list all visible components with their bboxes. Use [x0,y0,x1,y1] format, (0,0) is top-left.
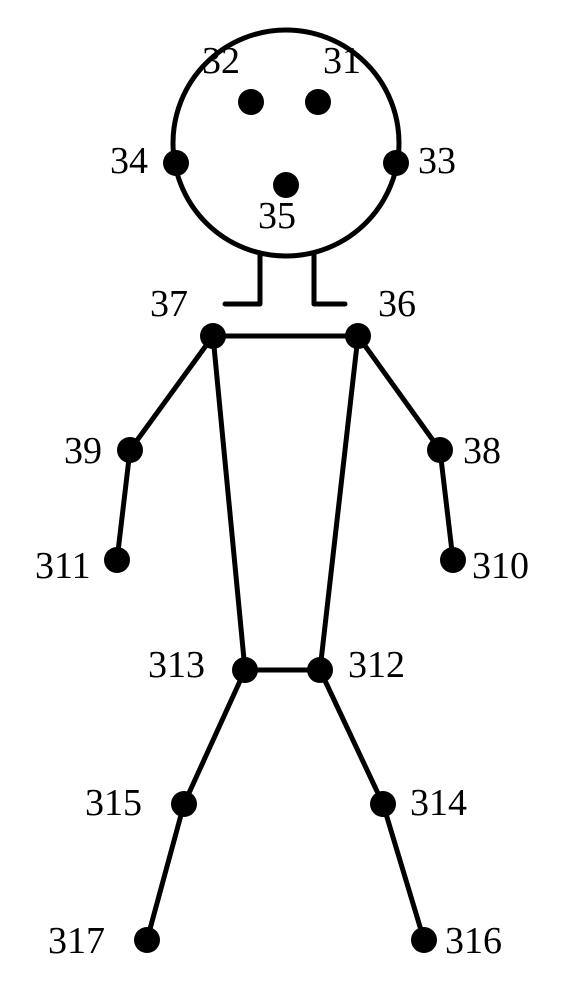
label-38: 38 [463,430,501,472]
bone-39-311 [117,450,130,560]
label-34: 34 [110,140,148,182]
label-36: 36 [378,283,416,325]
label-317: 317 [48,920,105,962]
joint-38 [427,437,453,463]
bone-37-313 [213,336,245,670]
label-313: 313 [148,644,205,686]
joint-312 [307,657,333,683]
label-312: 312 [348,644,405,686]
joint-37 [200,323,226,349]
joint-33 [383,150,409,176]
label-316: 316 [445,920,502,962]
bone-312-314 [320,670,383,804]
label-315: 315 [85,782,142,824]
joint-314 [370,791,396,817]
joint-34 [163,150,189,176]
label-314: 314 [410,782,467,824]
bone-315-317 [147,804,184,940]
joint-315 [171,791,197,817]
joint-36 [345,323,371,349]
joint-311 [104,547,130,573]
label-33: 33 [418,140,456,182]
label-32: 32 [202,40,240,82]
joint-39 [117,437,143,463]
neck-left [225,253,260,304]
label-31: 31 [323,40,361,82]
joint-310 [440,547,466,573]
neck-right [314,253,345,304]
joint-313 [232,657,258,683]
bone-36-312 [320,336,358,670]
joint-31 [305,89,331,115]
bone-36-38 [358,336,440,450]
label-35: 35 [258,195,296,237]
label-39: 39 [64,430,102,472]
joint-32 [238,89,264,115]
bone-314-316 [383,804,424,940]
label-310: 310 [472,545,529,587]
joint-316 [411,927,437,953]
label-37: 37 [150,283,188,325]
bone-313-315 [184,670,245,804]
bone-37-39 [130,336,213,450]
joint-317 [134,927,160,953]
bone-38-310 [440,450,453,560]
label-311: 311 [35,545,91,587]
